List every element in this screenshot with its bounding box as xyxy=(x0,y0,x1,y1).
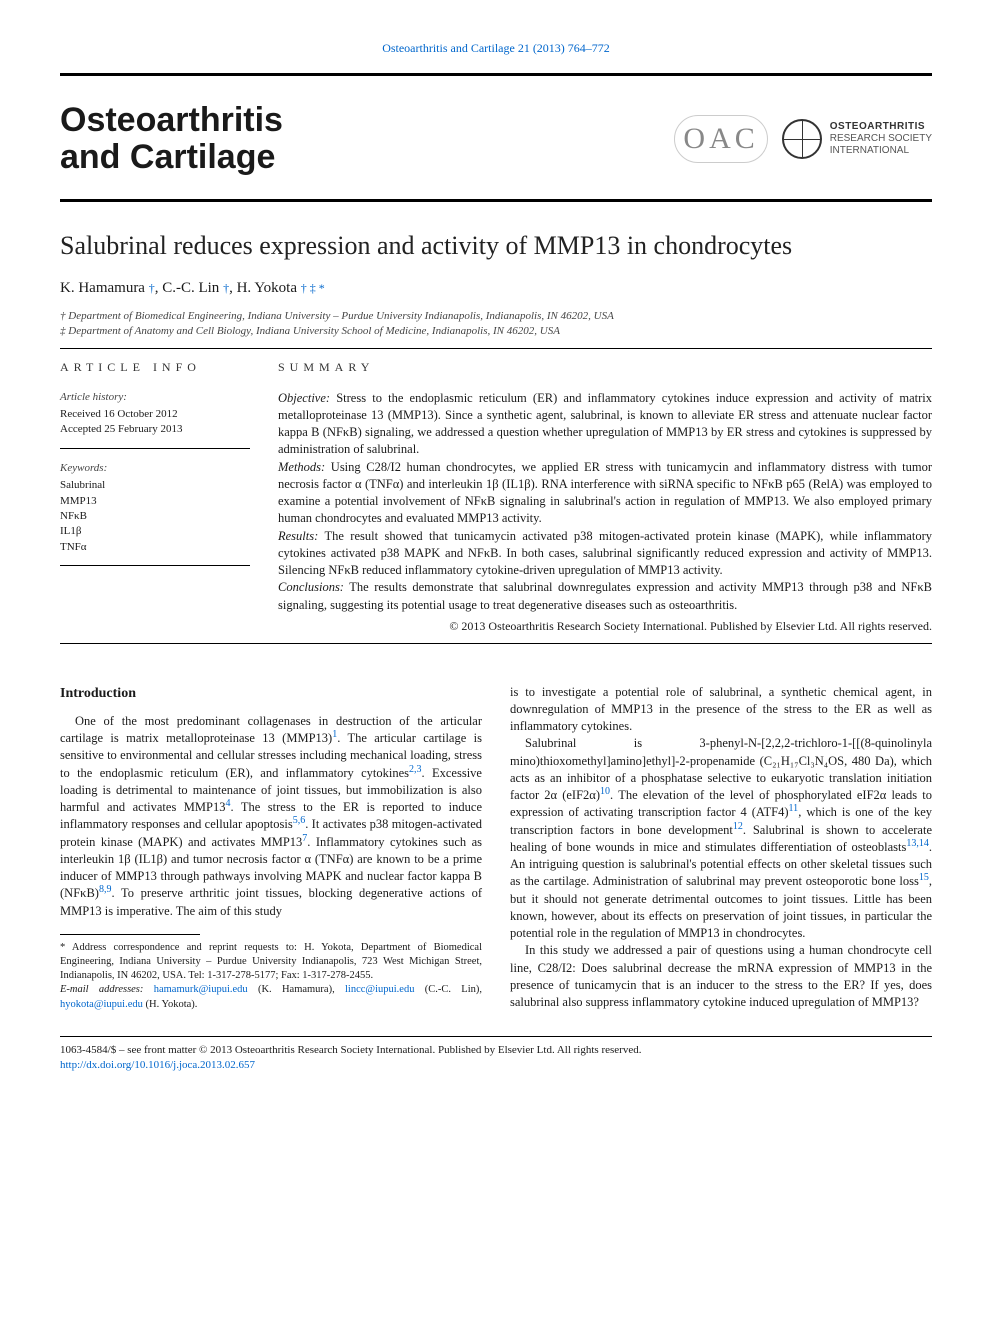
results-head: Results: xyxy=(278,529,318,543)
email-footnote: E-mail addresses: hamamurk@iupui.edu (K.… xyxy=(60,983,482,1011)
affiliations: † Department of Biomedical Engineering, … xyxy=(60,309,932,340)
doi-link[interactable]: http://dx.doi.org/10.1016/j.joca.2013.02… xyxy=(60,1059,255,1071)
ref-12[interactable]: 12 xyxy=(733,820,743,831)
results-text: The result showed that tunicamycin activ… xyxy=(278,529,932,578)
methods-text: Using C28/I2 human chondrocytes, we appl… xyxy=(278,460,932,526)
logo-block: OAC OSTEOARTHRITIS RESEARCH SOCIETY INTE… xyxy=(674,115,932,163)
conclusions-head: Conclusions: xyxy=(278,580,344,594)
ref-10[interactable]: 10 xyxy=(600,786,610,797)
ref-15[interactable]: 15 xyxy=(919,872,929,883)
journal-line2: and Cartilage xyxy=(60,138,275,176)
author-3-aff[interactable]: † ‡ * xyxy=(301,281,325,295)
history-accepted: Accepted 25 February 2013 xyxy=(60,422,250,437)
intro-p1-cont: is to investigate a potential role of sa… xyxy=(510,684,932,736)
author-1-aff[interactable]: † xyxy=(149,281,155,295)
journal-header: Osteoarthritis and Cartilage OAC OSTEOAR… xyxy=(60,84,932,191)
kw-5: TNFα xyxy=(60,540,250,555)
summary-copyright: © 2013 Osteoarthritis Research Society I… xyxy=(278,618,932,635)
email-1[interactable]: hamamurk@iupui.edu xyxy=(154,984,248,995)
article-title: Salubrinal reduces expression and activi… xyxy=(60,228,932,264)
intro-p2: Salubrinal is 3-phenyl-N-[2,2,2-trichlor… xyxy=(510,735,932,942)
affiliation-2: ‡ Department of Anatomy and Cell Biology… xyxy=(60,324,932,339)
society-l3: INTERNATIONAL xyxy=(830,145,932,157)
conclusions-text: The results demonstrate that salubrinal … xyxy=(278,580,932,611)
ref-11[interactable]: 11 xyxy=(789,803,799,814)
ref-5-6[interactable]: 5,6 xyxy=(293,815,306,826)
intro-p1: One of the most predominant collagenases… xyxy=(60,713,482,920)
corr-text: * Address correspondence and reprint req… xyxy=(60,942,482,981)
author-2-aff[interactable]: † xyxy=(223,281,229,295)
logo-oac: OAC xyxy=(674,115,767,163)
main-columns: Introduction One of the most predominant… xyxy=(60,684,932,1012)
info-row: ARTICLE INFO Article history: Received 1… xyxy=(60,359,932,635)
footnote-separator xyxy=(60,934,200,935)
affiliation-1: † Department of Biomedical Engineering, … xyxy=(60,309,932,324)
society-l2: RESEARCH SOCIETY xyxy=(830,133,932,145)
rule-top xyxy=(60,73,932,76)
article-info: ARTICLE INFO Article history: Received 1… xyxy=(60,359,250,635)
summary: SUMMARY Objective: Stress to the endopla… xyxy=(278,359,932,635)
footer-rule xyxy=(60,1036,932,1037)
article-info-label: ARTICLE INFO xyxy=(60,359,250,376)
column-right: is to investigate a potential role of sa… xyxy=(510,684,932,1012)
society-text: OSTEOARTHRITIS RESEARCH SOCIETY INTERNAT… xyxy=(830,121,932,157)
keywords-block: Keywords: Salubrinal MMP13 NFκB IL1β TNF… xyxy=(60,461,250,566)
history-head: Article history: xyxy=(60,390,250,405)
objective-head: Objective: xyxy=(278,391,330,405)
history-block: Article history: Received 16 October 201… xyxy=(60,390,250,449)
globe-icon xyxy=(782,119,822,159)
ref-13-14[interactable]: 13,14 xyxy=(906,838,929,849)
author-1: K. Hamamura xyxy=(60,280,145,296)
kw-3: NFκB xyxy=(60,509,250,524)
email-3[interactable]: hyokota@iupui.edu xyxy=(60,999,143,1010)
summary-body: Objective: Stress to the endoplasmic ret… xyxy=(278,390,932,614)
email-2[interactable]: lincc@iupui.edu xyxy=(345,984,414,995)
rule-above-info xyxy=(60,348,932,349)
summary-label: SUMMARY xyxy=(278,359,932,376)
history-received: Received 16 October 2012 xyxy=(60,407,250,422)
kw-4: IL1β xyxy=(60,524,250,539)
citation-link[interactable]: Osteoarthritis and Cartilage 21 (2013) 7… xyxy=(382,41,610,55)
author-2: C.-C. Lin xyxy=(162,280,219,296)
journal-name: Osteoarthritis and Cartilage xyxy=(60,102,283,177)
column-left: Introduction One of the most predominant… xyxy=(60,684,482,1012)
kw-2: MMP13 xyxy=(60,494,250,509)
correspondence-footnote: * Address correspondence and reprint req… xyxy=(60,941,482,984)
journal-line1: Osteoarthritis xyxy=(60,101,283,139)
rule-below-header xyxy=(60,199,932,202)
intro-p3: In this study we addressed a pair of que… xyxy=(510,942,932,1011)
methods-head: Methods: xyxy=(278,460,325,474)
ref-8-9[interactable]: 8,9 xyxy=(99,884,112,895)
author-3: H. Yokota xyxy=(237,280,297,296)
rule-below-summary xyxy=(60,643,932,644)
footer-copyright: 1063-4584/$ – see front matter © 2013 Os… xyxy=(60,1043,932,1058)
kw-1: Salubrinal xyxy=(60,478,250,493)
header-citation: Osteoarthritis and Cartilage 21 (2013) 7… xyxy=(60,40,932,57)
objective-text: Stress to the endoplasmic reticulum (ER)… xyxy=(278,391,932,457)
society-l1: OSTEOARTHRITIS xyxy=(830,121,932,133)
ref-2-3[interactable]: 2,3 xyxy=(409,764,422,775)
authors: K. Hamamura †, C.-C. Lin †, H. Yokota † … xyxy=(60,278,932,299)
email-label: E-mail addresses: xyxy=(60,984,143,995)
intro-heading: Introduction xyxy=(60,684,482,703)
logo-society: OSTEOARTHRITIS RESEARCH SOCIETY INTERNAT… xyxy=(782,119,932,159)
keywords-head: Keywords: xyxy=(60,461,250,476)
footer: 1063-4584/$ – see front matter © 2013 Os… xyxy=(60,1043,932,1074)
